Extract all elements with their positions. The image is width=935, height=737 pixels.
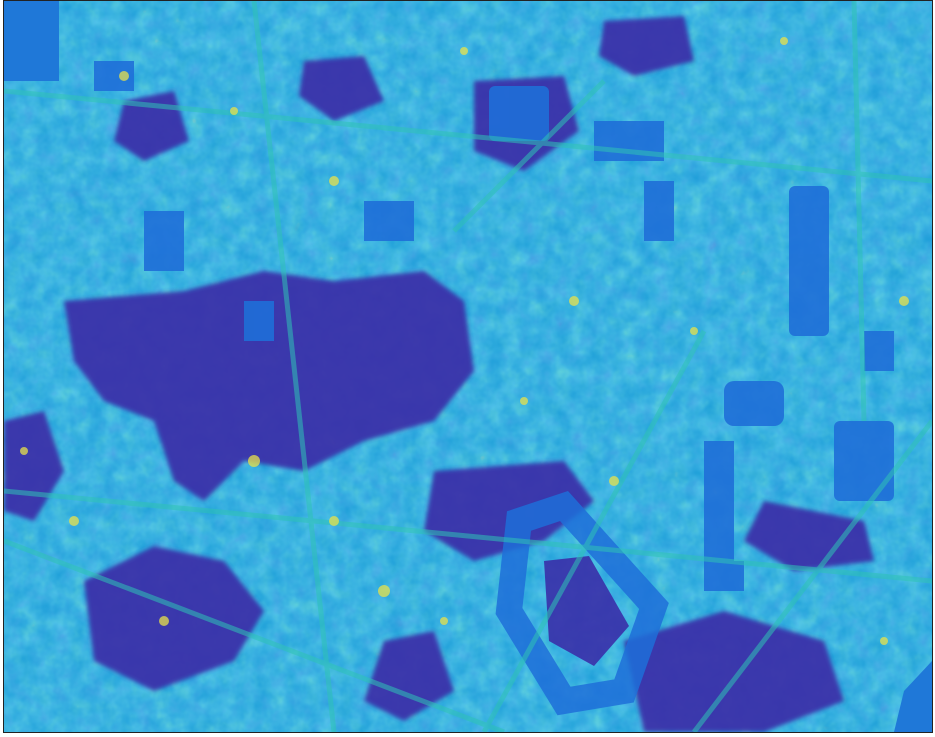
dark-regions: [4, 16, 874, 732]
bright-speckles: [20, 37, 909, 645]
building-blocks: [94, 61, 894, 591]
corner-block: [4, 1, 59, 81]
street-lines: [4, 1, 932, 732]
raster-map: [4, 1, 932, 732]
raster-map-frame: [3, 0, 933, 733]
corner-wedge: [894, 661, 932, 732]
